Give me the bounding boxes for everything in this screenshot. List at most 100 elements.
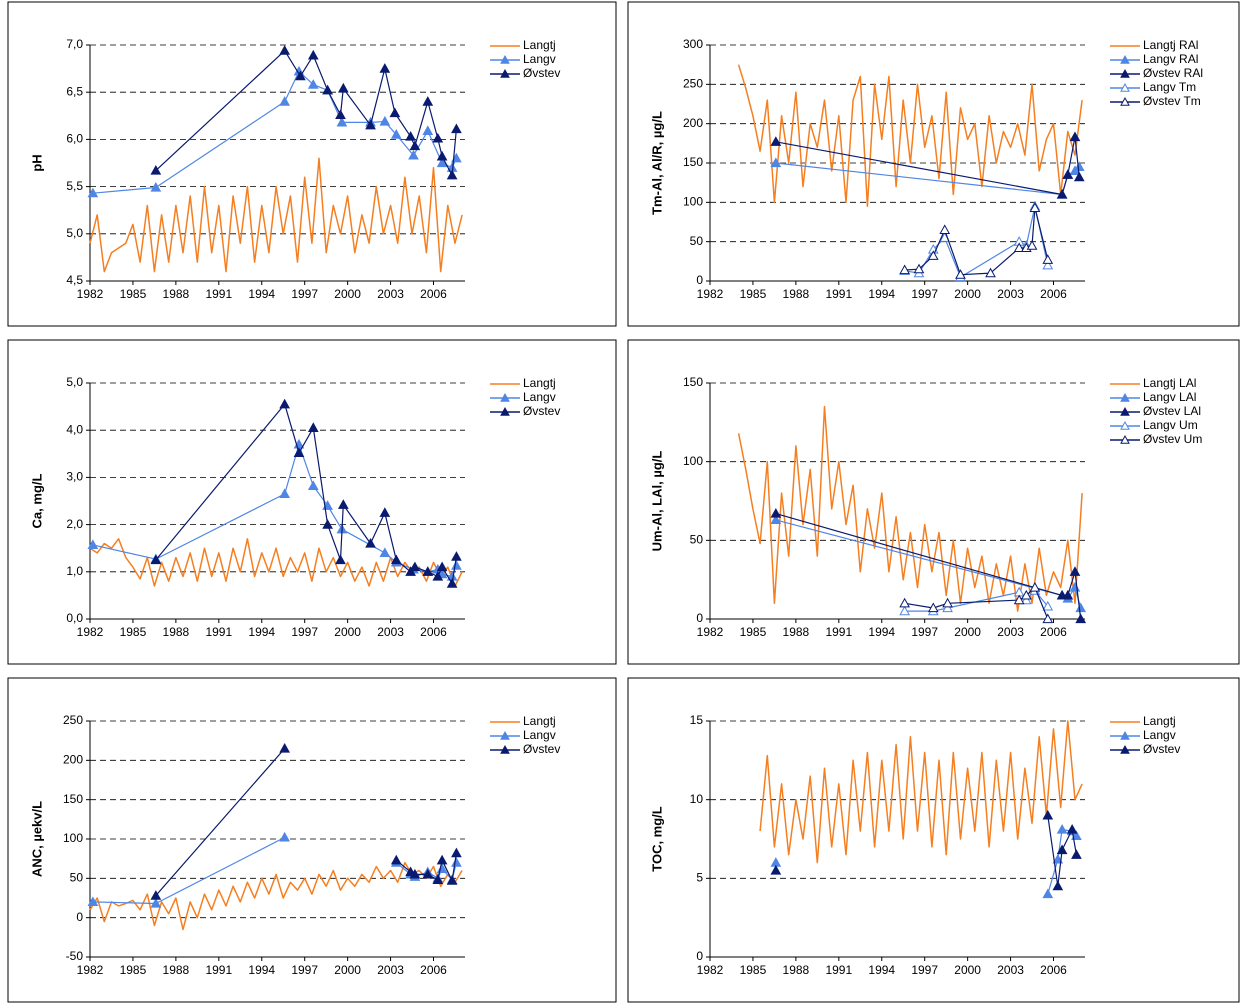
data-point — [1056, 824, 1068, 834]
legend-label: Øvstev LAl — [1143, 404, 1201, 418]
legend-marker — [1120, 68, 1130, 78]
x-tick-label: 1994 — [248, 625, 275, 639]
data-point — [985, 267, 996, 278]
data-point — [409, 561, 421, 572]
y-tick-label: 5 — [696, 871, 703, 885]
series-line — [759, 720, 1083, 864]
x-tick-label: 2006 — [420, 625, 447, 639]
data-point — [927, 602, 939, 613]
data-point — [390, 554, 402, 565]
y-tick-label: 6,0 — [66, 132, 83, 146]
data-point — [279, 831, 291, 842]
legend-marker — [500, 406, 510, 416]
x-tick-label: 2000 — [954, 625, 981, 639]
data-point — [446, 169, 458, 180]
legend-marker — [500, 54, 510, 64]
data-point — [1013, 242, 1025, 253]
data-point — [150, 554, 162, 565]
legend-marker — [1120, 420, 1130, 430]
series-line — [89, 861, 463, 931]
data-point — [451, 551, 462, 561]
data-point — [1069, 131, 1081, 142]
data-point — [408, 149, 419, 160]
data-point — [955, 269, 966, 279]
x-tick-label: 2006 — [1040, 287, 1067, 301]
data-point — [1052, 853, 1064, 864]
y-tick-label: 4,0 — [66, 422, 83, 436]
x-tick-label: 1985 — [740, 625, 767, 639]
data-point — [1042, 259, 1054, 270]
data-point — [337, 499, 349, 509]
data-point — [770, 157, 782, 168]
legend-label: Langv Tm — [1143, 80, 1196, 94]
data-point — [379, 63, 391, 73]
panel-frame — [627, 1, 1240, 327]
chart-panel: 0 50 100 150 200 250 300 1982 1985 1988 1991 1994 19… — [627, 1, 1240, 327]
y-axis-title: Um-Al, LAl, µg/L — [649, 451, 664, 552]
x-tick-label: 2003 — [377, 287, 404, 301]
x-tick-label: 1988 — [163, 963, 190, 977]
legend-label: Langtj — [523, 376, 556, 390]
x-tick-label: 1997 — [911, 625, 938, 639]
data-point — [307, 79, 319, 89]
y-tick-label: 150 — [683, 155, 703, 169]
data-point — [1069, 566, 1081, 576]
data-point — [432, 132, 444, 143]
data-point — [436, 150, 448, 161]
data-point — [446, 875, 458, 885]
x-tick-label: 1997 — [911, 287, 938, 301]
x-tick-label: 1991 — [825, 287, 852, 301]
data-point — [322, 84, 333, 95]
y-tick-label: 250 — [63, 713, 83, 727]
data-point — [942, 602, 953, 613]
chart-panel: 4,5 5,0 5,5 6,0 6,5 7,0 1982 1985 1988 1991 1994 19… — [7, 1, 617, 327]
x-tick-label: 1985 — [120, 625, 147, 639]
y-tick-label: 0 — [696, 949, 703, 963]
x-tick-label: 2000 — [954, 287, 981, 301]
legend-label: Langtj — [1143, 714, 1176, 728]
x-tick-label: 1982 — [77, 963, 104, 977]
data-point — [150, 890, 162, 900]
x-tick-label: 2006 — [420, 963, 447, 977]
data-point — [293, 447, 305, 457]
data-point — [322, 519, 333, 529]
x-tick-label: 1988 — [783, 625, 810, 639]
data-point — [770, 136, 782, 146]
x-tick-label: 1994 — [868, 625, 895, 639]
panel-frame — [627, 677, 1240, 1003]
y-tick-label: 5,5 — [66, 179, 83, 193]
y-tick-label: 50 — [70, 871, 84, 885]
data-point — [1042, 254, 1054, 264]
data-point — [409, 868, 421, 879]
x-tick-label: 1991 — [825, 625, 852, 639]
data-point — [1042, 809, 1054, 820]
legend-marker — [500, 392, 510, 402]
chart-panel: -50 0 50 100 150 200 250 1982 1985 1988 1991 1994 19… — [7, 677, 617, 1003]
x-tick-label: 1994 — [868, 287, 895, 301]
data-point — [1075, 613, 1087, 624]
y-tick-label: 2,0 — [66, 517, 83, 531]
x-tick-label: 1991 — [205, 625, 232, 639]
data-point — [307, 480, 319, 490]
legend-label: Langtj — [523, 38, 556, 52]
data-point — [307, 49, 319, 60]
data-point — [335, 554, 346, 565]
y-tick-label: 0 — [76, 910, 83, 924]
data-point — [436, 854, 448, 865]
data-point — [150, 897, 162, 908]
panel-frame — [7, 677, 617, 1003]
data-point — [939, 224, 951, 234]
legend-label: Øvstev — [523, 66, 560, 80]
legend-marker — [1120, 82, 1130, 92]
x-tick-label: 1994 — [868, 963, 895, 977]
legend-marker — [500, 744, 510, 754]
legend-label: Langtj LAl — [1143, 376, 1196, 390]
y-tick-label: 3,0 — [66, 470, 83, 484]
data-point — [150, 182, 162, 192]
data-point — [451, 123, 462, 134]
x-tick-label: 1994 — [248, 963, 275, 977]
data-point — [87, 539, 99, 549]
y-tick-label: 100 — [63, 831, 83, 845]
data-point — [1062, 589, 1074, 600]
